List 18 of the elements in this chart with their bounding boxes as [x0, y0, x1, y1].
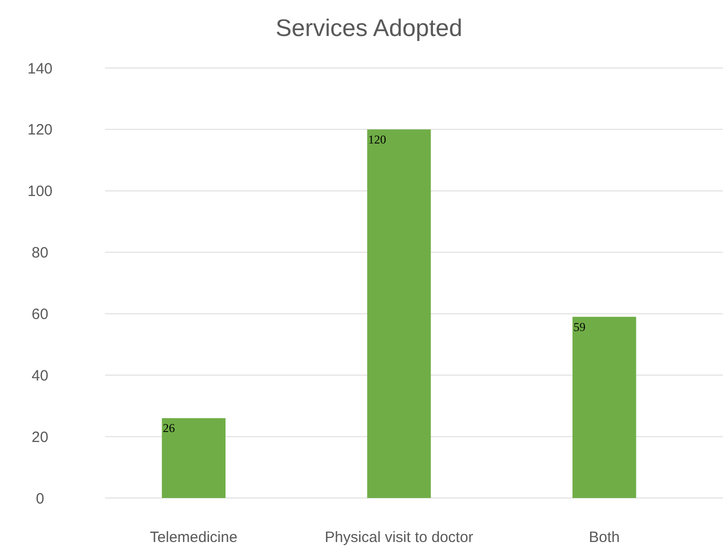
y-tick-label: 120: [27, 122, 53, 139]
y-tick-label: 60: [32, 306, 48, 323]
y-tick-label: 40: [32, 367, 48, 384]
x-tick-label: Physical visit to doctor: [324, 529, 474, 546]
data-label: 59: [573, 320, 586, 334]
x-tick-label: Both: [588, 529, 620, 546]
x-tick-label: Telemedicine: [150, 529, 238, 546]
bar: [162, 418, 226, 498]
y-tick-label: 0: [36, 490, 44, 508]
y-tick-label: 20: [32, 428, 48, 446]
y-tick-label: 140: [27, 60, 53, 78]
data-label: 26: [162, 421, 175, 436]
chart-title: Services Adopted: [276, 15, 462, 42]
data-label: 120: [368, 132, 386, 146]
bar: [367, 129, 431, 498]
bar: [572, 316, 636, 498]
y-tick-label: 80: [32, 244, 48, 262]
y-tick-label: 100: [27, 183, 53, 200]
